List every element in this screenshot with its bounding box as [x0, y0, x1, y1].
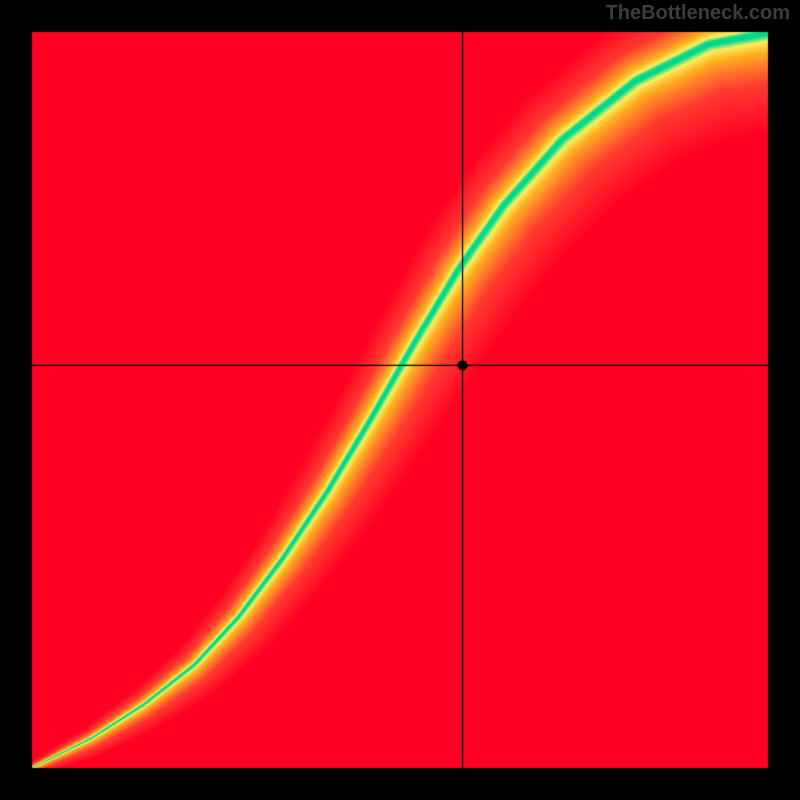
chart-container: TheBottleneck.com [0, 0, 800, 800]
heatmap-canvas [0, 0, 800, 800]
watermark-text: TheBottleneck.com [606, 2, 790, 25]
